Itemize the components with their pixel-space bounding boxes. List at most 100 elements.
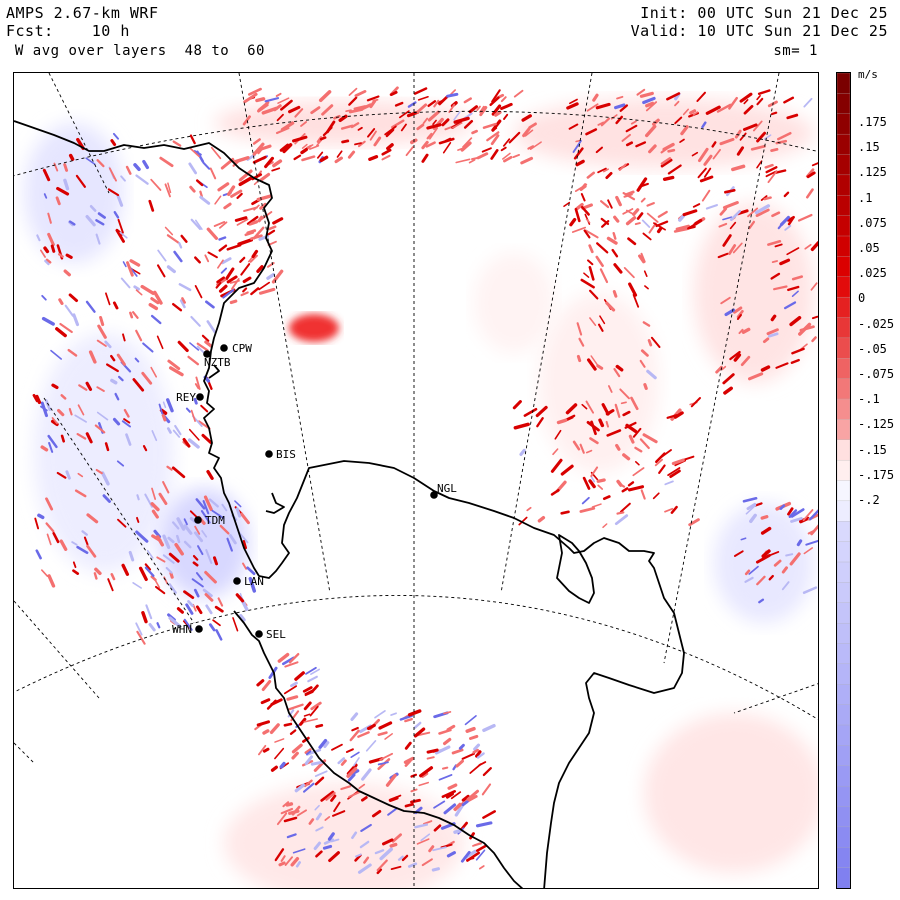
velocity-streak	[89, 205, 97, 212]
velocity-streak	[358, 783, 366, 790]
station-dot-rey	[196, 393, 204, 401]
velocity-streak	[187, 600, 194, 608]
velocity-streak	[421, 858, 433, 867]
velocity-streak	[45, 258, 52, 264]
velocity-streak	[771, 260, 778, 264]
velocity-streak	[717, 252, 729, 259]
velocity-streak	[239, 511, 250, 525]
velocity-streak	[55, 327, 67, 338]
velocity-streak	[673, 227, 689, 233]
velocity-streak	[671, 458, 685, 466]
velocity-streak	[278, 861, 286, 867]
velocity-streak	[783, 96, 795, 104]
velocity-streak	[44, 399, 52, 411]
velocity-streak	[519, 448, 526, 456]
velocity-streak	[262, 729, 270, 735]
velocity-streak	[110, 378, 118, 385]
velocity-streak	[389, 842, 398, 848]
velocity-streak	[318, 739, 328, 749]
velocity-streak	[283, 816, 298, 823]
colorbar-swatch	[836, 419, 851, 441]
velocity-streak	[276, 113, 284, 122]
velocity-streak	[381, 148, 392, 156]
velocity-streak	[37, 513, 45, 520]
velocity-streak	[156, 535, 165, 547]
velocity-streak	[304, 755, 313, 765]
velocity-streak	[334, 156, 343, 164]
colorbar-unit: m/s	[858, 68, 878, 81]
velocity-streak	[140, 284, 155, 296]
velocity-streak	[806, 171, 816, 179]
velocity-streak	[554, 429, 562, 440]
velocity-streak	[612, 290, 618, 298]
velocity-streak	[426, 748, 439, 754]
velocity-streak	[148, 199, 155, 212]
velocity-streak	[598, 418, 605, 428]
velocity-streak	[302, 686, 313, 693]
velocity-streak	[36, 234, 41, 242]
velocity-streak	[194, 284, 203, 299]
velocity-streak	[268, 225, 277, 231]
colorbar-swatch	[836, 113, 851, 135]
velocity-streak	[135, 622, 143, 636]
velocity-streak	[574, 208, 581, 223]
velocity-streak	[385, 128, 395, 138]
velocity-streak	[421, 772, 429, 778]
velocity-streak	[272, 159, 283, 168]
field-blob-southeast	[644, 713, 818, 873]
velocity-streak	[805, 539, 818, 546]
velocity-streak	[188, 162, 198, 175]
velocity-streak	[167, 182, 172, 194]
colorbar-swatch	[836, 276, 851, 298]
velocity-streak	[603, 168, 609, 173]
velocity-streak	[240, 263, 251, 276]
velocity-streak	[397, 855, 404, 861]
velocity-streak	[810, 241, 818, 252]
velocity-streak	[150, 314, 162, 325]
velocity-streak	[742, 496, 758, 503]
velocity-streak	[204, 593, 214, 602]
coastline-southwest	[233, 610, 524, 888]
velocity-streak	[201, 433, 213, 444]
velocity-streak	[222, 289, 235, 299]
velocity-streak	[500, 102, 513, 110]
velocity-streak	[193, 588, 200, 598]
velocity-streak	[471, 156, 482, 161]
velocity-streak	[613, 263, 623, 274]
velocity-streak	[607, 199, 613, 209]
velocity-streak	[357, 731, 370, 738]
velocity-streak	[523, 407, 538, 417]
velocity-streak	[788, 509, 798, 518]
velocity-streak	[619, 104, 629, 112]
velocity-streak	[426, 132, 433, 140]
velocity-streak	[156, 335, 164, 350]
velocity-streak	[187, 355, 200, 366]
field-blob-central-2	[474, 253, 554, 353]
velocity-streak	[699, 175, 714, 183]
velocity-streak	[605, 420, 609, 428]
velocity-streak	[615, 195, 622, 207]
velocity-streak	[40, 249, 46, 258]
velocity-streak	[645, 101, 658, 112]
velocity-streak	[701, 121, 707, 129]
vertical-velocity-field	[24, 98, 818, 888]
velocity-streak	[491, 104, 502, 116]
velocity-streak	[171, 466, 186, 479]
velocity-streak	[219, 524, 230, 535]
velocity-streak	[537, 516, 546, 523]
velocity-streak	[405, 146, 414, 157]
velocity-streak	[135, 174, 149, 185]
velocity-streak	[314, 804, 320, 811]
velocity-streak	[374, 849, 385, 855]
velocity-streak	[767, 240, 782, 246]
meridian-n-west	[238, 73, 331, 594]
velocity-streak	[673, 411, 684, 419]
valid-time: Valid: 10 UTC Sun 21 Dec 25	[630, 22, 888, 40]
velocity-streak	[168, 583, 177, 594]
velocity-streak	[579, 506, 596, 513]
velocity-streak	[740, 355, 751, 367]
velocity-streak	[301, 155, 316, 162]
velocity-streak	[481, 783, 492, 796]
velocity-streak	[264, 97, 280, 103]
velocity-streak	[639, 359, 646, 368]
